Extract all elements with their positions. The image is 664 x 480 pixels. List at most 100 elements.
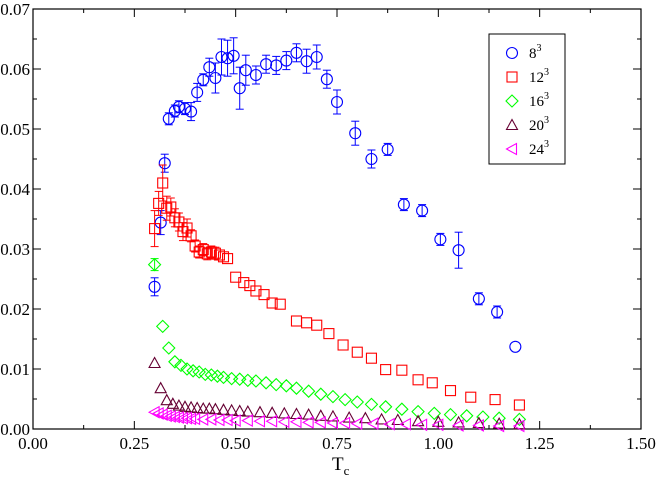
data-point: [148, 280, 161, 293]
data-point: [509, 340, 522, 353]
data-point: [364, 397, 379, 412]
data-point: [323, 328, 335, 340]
data-point: [378, 400, 393, 414]
x-tick-label: 0.00: [18, 434, 48, 453]
data-point: [415, 418, 428, 432]
data-point: [192, 365, 206, 379]
data-point: [350, 395, 365, 409]
data-point: [158, 157, 171, 170]
data-points: [147, 37, 527, 433]
legend-label-base: 16: [529, 94, 545, 110]
data-point: [311, 319, 323, 331]
data-point: [431, 415, 445, 427]
data-point: [147, 405, 160, 419]
x-axis-title-sub: c: [344, 463, 350, 478]
legend-label-exponent: 3: [544, 67, 549, 78]
legend-box: [488, 33, 566, 165]
data-point: [452, 244, 465, 257]
data-point: [412, 374, 424, 386]
data-point: [472, 418, 484, 432]
data-point: [426, 377, 438, 389]
data-point: [416, 204, 429, 217]
data-point: [472, 292, 485, 305]
data-point: [491, 305, 504, 319]
legend-label-base: 20: [529, 118, 544, 134]
data-point: [193, 246, 205, 258]
data-point: [277, 406, 291, 419]
data-point: [217, 251, 230, 263]
data-point: [249, 374, 263, 388]
data-point: [375, 412, 389, 425]
x-tick-label: 0.75: [322, 434, 352, 453]
y-tick-label: 0.03: [0, 240, 30, 259]
legend-marker: [505, 94, 519, 108]
data-point: [472, 416, 486, 429]
data-point: [289, 415, 302, 429]
data-point: [209, 71, 222, 85]
series-20-cubed: [148, 356, 526, 430]
data-point: [301, 415, 314, 429]
data-point: [443, 407, 458, 422]
data-point: [205, 246, 217, 258]
data-point: [279, 379, 294, 393]
data-point: [197, 73, 210, 86]
data-point: [258, 289, 270, 301]
data-point: [253, 414, 266, 428]
legend-marker: [505, 46, 519, 60]
series-16-cubed: [147, 257, 527, 427]
legend-item: 163: [505, 91, 549, 110]
data-point: [489, 394, 501, 406]
legend-label: 163: [529, 91, 549, 110]
data-point: [280, 54, 293, 67]
data-point: [181, 222, 193, 234]
data-point: [427, 406, 442, 421]
data-point: [326, 416, 338, 430]
data-point: [177, 226, 189, 238]
data-point: [492, 419, 505, 433]
x-tick-label: 0.25: [119, 434, 149, 453]
data-point: [395, 402, 409, 416]
data-point: [172, 398, 186, 411]
data-point: [178, 102, 192, 115]
data-point: [399, 417, 411, 431]
data-point: [513, 399, 525, 411]
y-tick-label: 0.01: [0, 360, 30, 379]
data-point: [270, 59, 283, 72]
data-point: [391, 413, 405, 426]
y-tick-label: 0.05: [0, 120, 30, 139]
data-point: [155, 319, 170, 334]
data-point: [232, 372, 247, 386]
data-point: [197, 244, 209, 256]
series-24-cubed: [147, 405, 525, 433]
legend-marker: [505, 142, 518, 156]
data-point: [459, 409, 474, 423]
data-point: [241, 404, 255, 417]
legend-label: 243: [529, 139, 549, 158]
data-point: [326, 389, 340, 404]
data-point: [512, 412, 527, 427]
data-point: [169, 212, 181, 224]
data-point: [157, 177, 169, 189]
data-point: [397, 198, 410, 211]
data-point: [259, 376, 273, 390]
data-point: [431, 418, 444, 432]
data-point: [198, 367, 213, 382]
x-tick-labels: 0.00 0.25 0.50 0.75 1.00 1.25 1.50: [18, 434, 656, 453]
x-tick-label: 1.00: [423, 434, 453, 453]
data-point: [178, 400, 192, 412]
data-point: [290, 46, 303, 59]
data-point: [301, 317, 313, 329]
data-point: [172, 100, 185, 113]
data-point: [411, 404, 425, 419]
data-point: [229, 414, 241, 428]
data-point: [465, 391, 477, 403]
y-tick-label: 0.04: [0, 180, 30, 199]
data-point: [274, 298, 286, 310]
data-point: [241, 373, 255, 388]
data-point: [152, 406, 164, 420]
data-point: [233, 82, 246, 95]
legend-label-base: 8: [529, 46, 537, 62]
data-point: [434, 233, 447, 246]
